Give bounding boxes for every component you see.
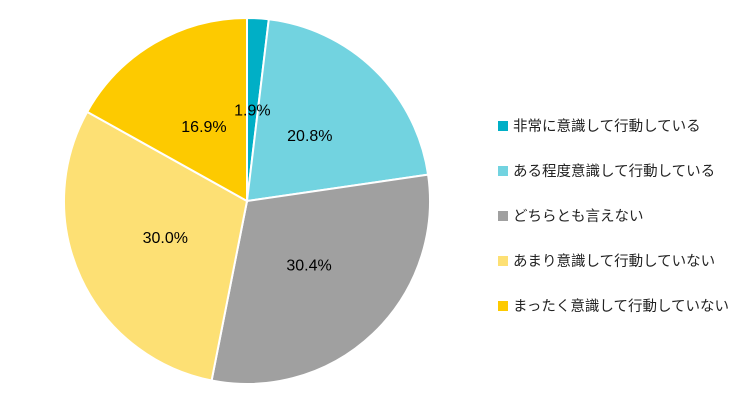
- legend-label: 非常に意識して行動している: [513, 119, 701, 135]
- legend-swatch: [498, 120, 508, 131]
- legend-swatch: [498, 165, 508, 176]
- data-label: 30.4%: [286, 257, 331, 274]
- legend-swatch: [498, 255, 508, 266]
- legend-swatch: [498, 300, 508, 311]
- legend-label: どちらとも言えない: [513, 209, 644, 225]
- legend: 非常に意識して行動している ある程度意識して行動している どちらとも言えない あ…: [498, 103, 729, 328]
- data-label: 20.8%: [287, 128, 332, 145]
- pie-slice: [63, 110, 249, 382]
- pie-slice: [210, 173, 431, 385]
- data-label: 30.0%: [143, 230, 188, 247]
- legend-item: あまり意識して行動していない: [498, 238, 729, 283]
- data-label: 1.9%: [234, 102, 270, 119]
- legend-label: あまり意識して行動していない: [513, 254, 716, 270]
- legend-item: ある程度意識して行動している: [498, 148, 729, 193]
- legend-label: ある程度意識して行動している: [513, 164, 716, 180]
- legend-item: まったく意識して行動していない: [498, 283, 729, 328]
- pie-slice: [245, 18, 430, 203]
- data-label: 16.9%: [181, 119, 226, 136]
- legend-item: 非常に意識して行動している: [498, 103, 729, 148]
- legend-item: どちらとも言えない: [498, 193, 729, 238]
- pie-slice: [85, 16, 248, 203]
- legend-label: まったく意識して行動していない: [513, 299, 730, 315]
- legend-swatch: [498, 210, 508, 221]
